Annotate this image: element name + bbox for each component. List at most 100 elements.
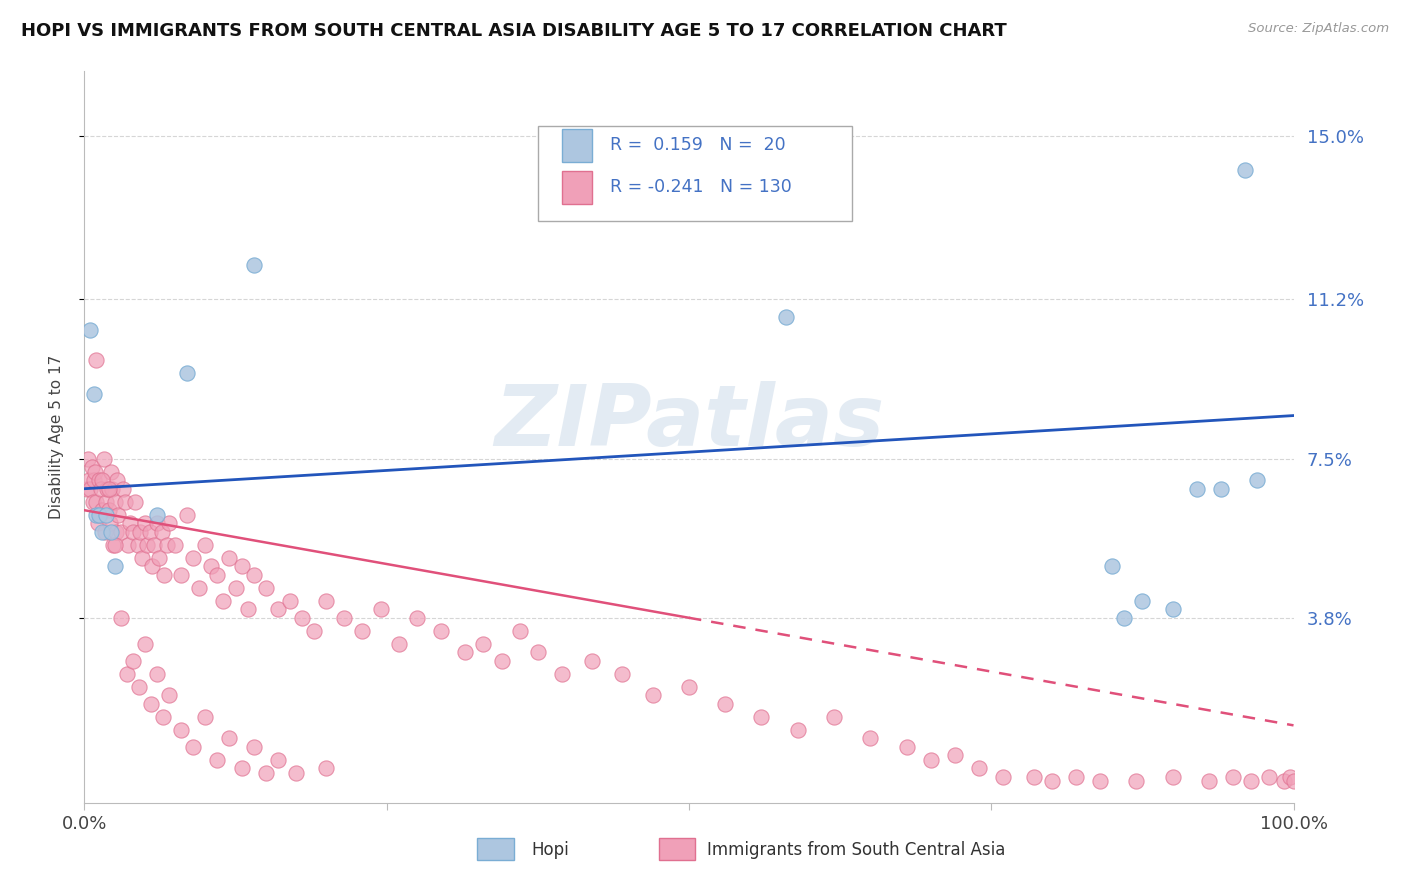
Point (370, 602, 392, 616)
Point (124, 494, 146, 508)
Point (170, 567, 193, 582)
Point (225, 581, 247, 595)
Point (115, 666, 138, 681)
Point (302, 624, 325, 638)
Point (150, 524, 173, 539)
Point (104, 524, 127, 539)
Point (155, 538, 177, 552)
Text: R = -0.241   N = 130: R = -0.241 N = 130 (610, 178, 792, 196)
Point (194, 710, 217, 724)
Point (93, 451, 115, 466)
Point (1040, 774, 1063, 789)
Point (491, 654, 513, 668)
Point (176, 508, 198, 522)
Point (267, 602, 290, 616)
Point (315, 761, 337, 775)
Point (79, 482, 101, 496)
Point (120, 516, 142, 530)
Text: ZIPatlas: ZIPatlas (494, 381, 884, 464)
Point (79, 322, 101, 336)
Point (136, 538, 159, 552)
Point (86, 508, 108, 522)
Point (967, 761, 990, 775)
Y-axis label: Disability Age 5 to 17: Disability Age 5 to 17 (49, 355, 63, 519)
Point (84, 465, 107, 479)
Point (333, 611, 356, 625)
Point (100, 465, 122, 479)
Point (430, 624, 453, 638)
Point (406, 611, 429, 625)
Point (388, 637, 411, 651)
Point (134, 637, 156, 651)
Point (1222, 770, 1244, 784)
Point (98, 516, 121, 530)
Point (1161, 770, 1184, 784)
Point (188, 581, 211, 595)
Point (76, 482, 98, 496)
Point (127, 538, 149, 552)
Point (291, 611, 314, 625)
Point (641, 688, 664, 702)
Point (181, 550, 204, 565)
Point (112, 482, 135, 496)
Point (993, 770, 1015, 784)
Point (254, 581, 277, 595)
Point (80, 460, 103, 475)
Point (1234, 163, 1257, 178)
Point (231, 559, 253, 574)
Point (194, 538, 217, 552)
Point (89, 508, 111, 522)
Point (103, 538, 125, 552)
Point (751, 710, 773, 724)
Point (91, 473, 114, 487)
Point (82, 494, 104, 508)
Point (278, 593, 301, 607)
Point (920, 753, 942, 767)
Point (200, 559, 222, 574)
Point (128, 680, 150, 694)
Point (91, 524, 114, 539)
Point (1114, 611, 1136, 625)
Point (786, 723, 808, 737)
Point (83, 387, 105, 401)
Point (152, 710, 174, 724)
Point (236, 602, 259, 616)
Point (509, 624, 531, 638)
FancyBboxPatch shape (538, 126, 852, 221)
Point (181, 739, 204, 754)
Point (612, 666, 634, 681)
Text: Immigrants from South Central Asia: Immigrants from South Central Asia (707, 841, 1005, 859)
Point (1132, 593, 1154, 607)
Point (139, 697, 162, 711)
Point (242, 258, 264, 272)
Point (77, 473, 100, 487)
Point (110, 524, 132, 539)
Point (1125, 774, 1147, 789)
Point (77, 451, 100, 466)
Point (87, 473, 110, 487)
Text: Source: ZipAtlas.com: Source: ZipAtlas.com (1249, 22, 1389, 36)
Point (212, 593, 235, 607)
Text: Hopi: Hopi (531, 841, 569, 859)
Point (153, 567, 176, 582)
Point (138, 524, 160, 539)
Point (472, 637, 495, 651)
Point (104, 538, 127, 552)
FancyBboxPatch shape (562, 128, 592, 161)
Point (90, 482, 112, 496)
Point (1240, 774, 1263, 789)
Point (83, 473, 105, 487)
Point (176, 366, 198, 380)
Point (527, 645, 550, 659)
FancyBboxPatch shape (659, 838, 695, 860)
Point (94, 524, 117, 539)
Point (551, 666, 574, 681)
Point (823, 710, 845, 724)
Point (207, 567, 229, 582)
Point (1278, 770, 1301, 784)
Point (148, 550, 170, 565)
Point (121, 524, 143, 539)
Point (101, 482, 124, 496)
Point (254, 765, 277, 780)
Point (1064, 770, 1087, 784)
